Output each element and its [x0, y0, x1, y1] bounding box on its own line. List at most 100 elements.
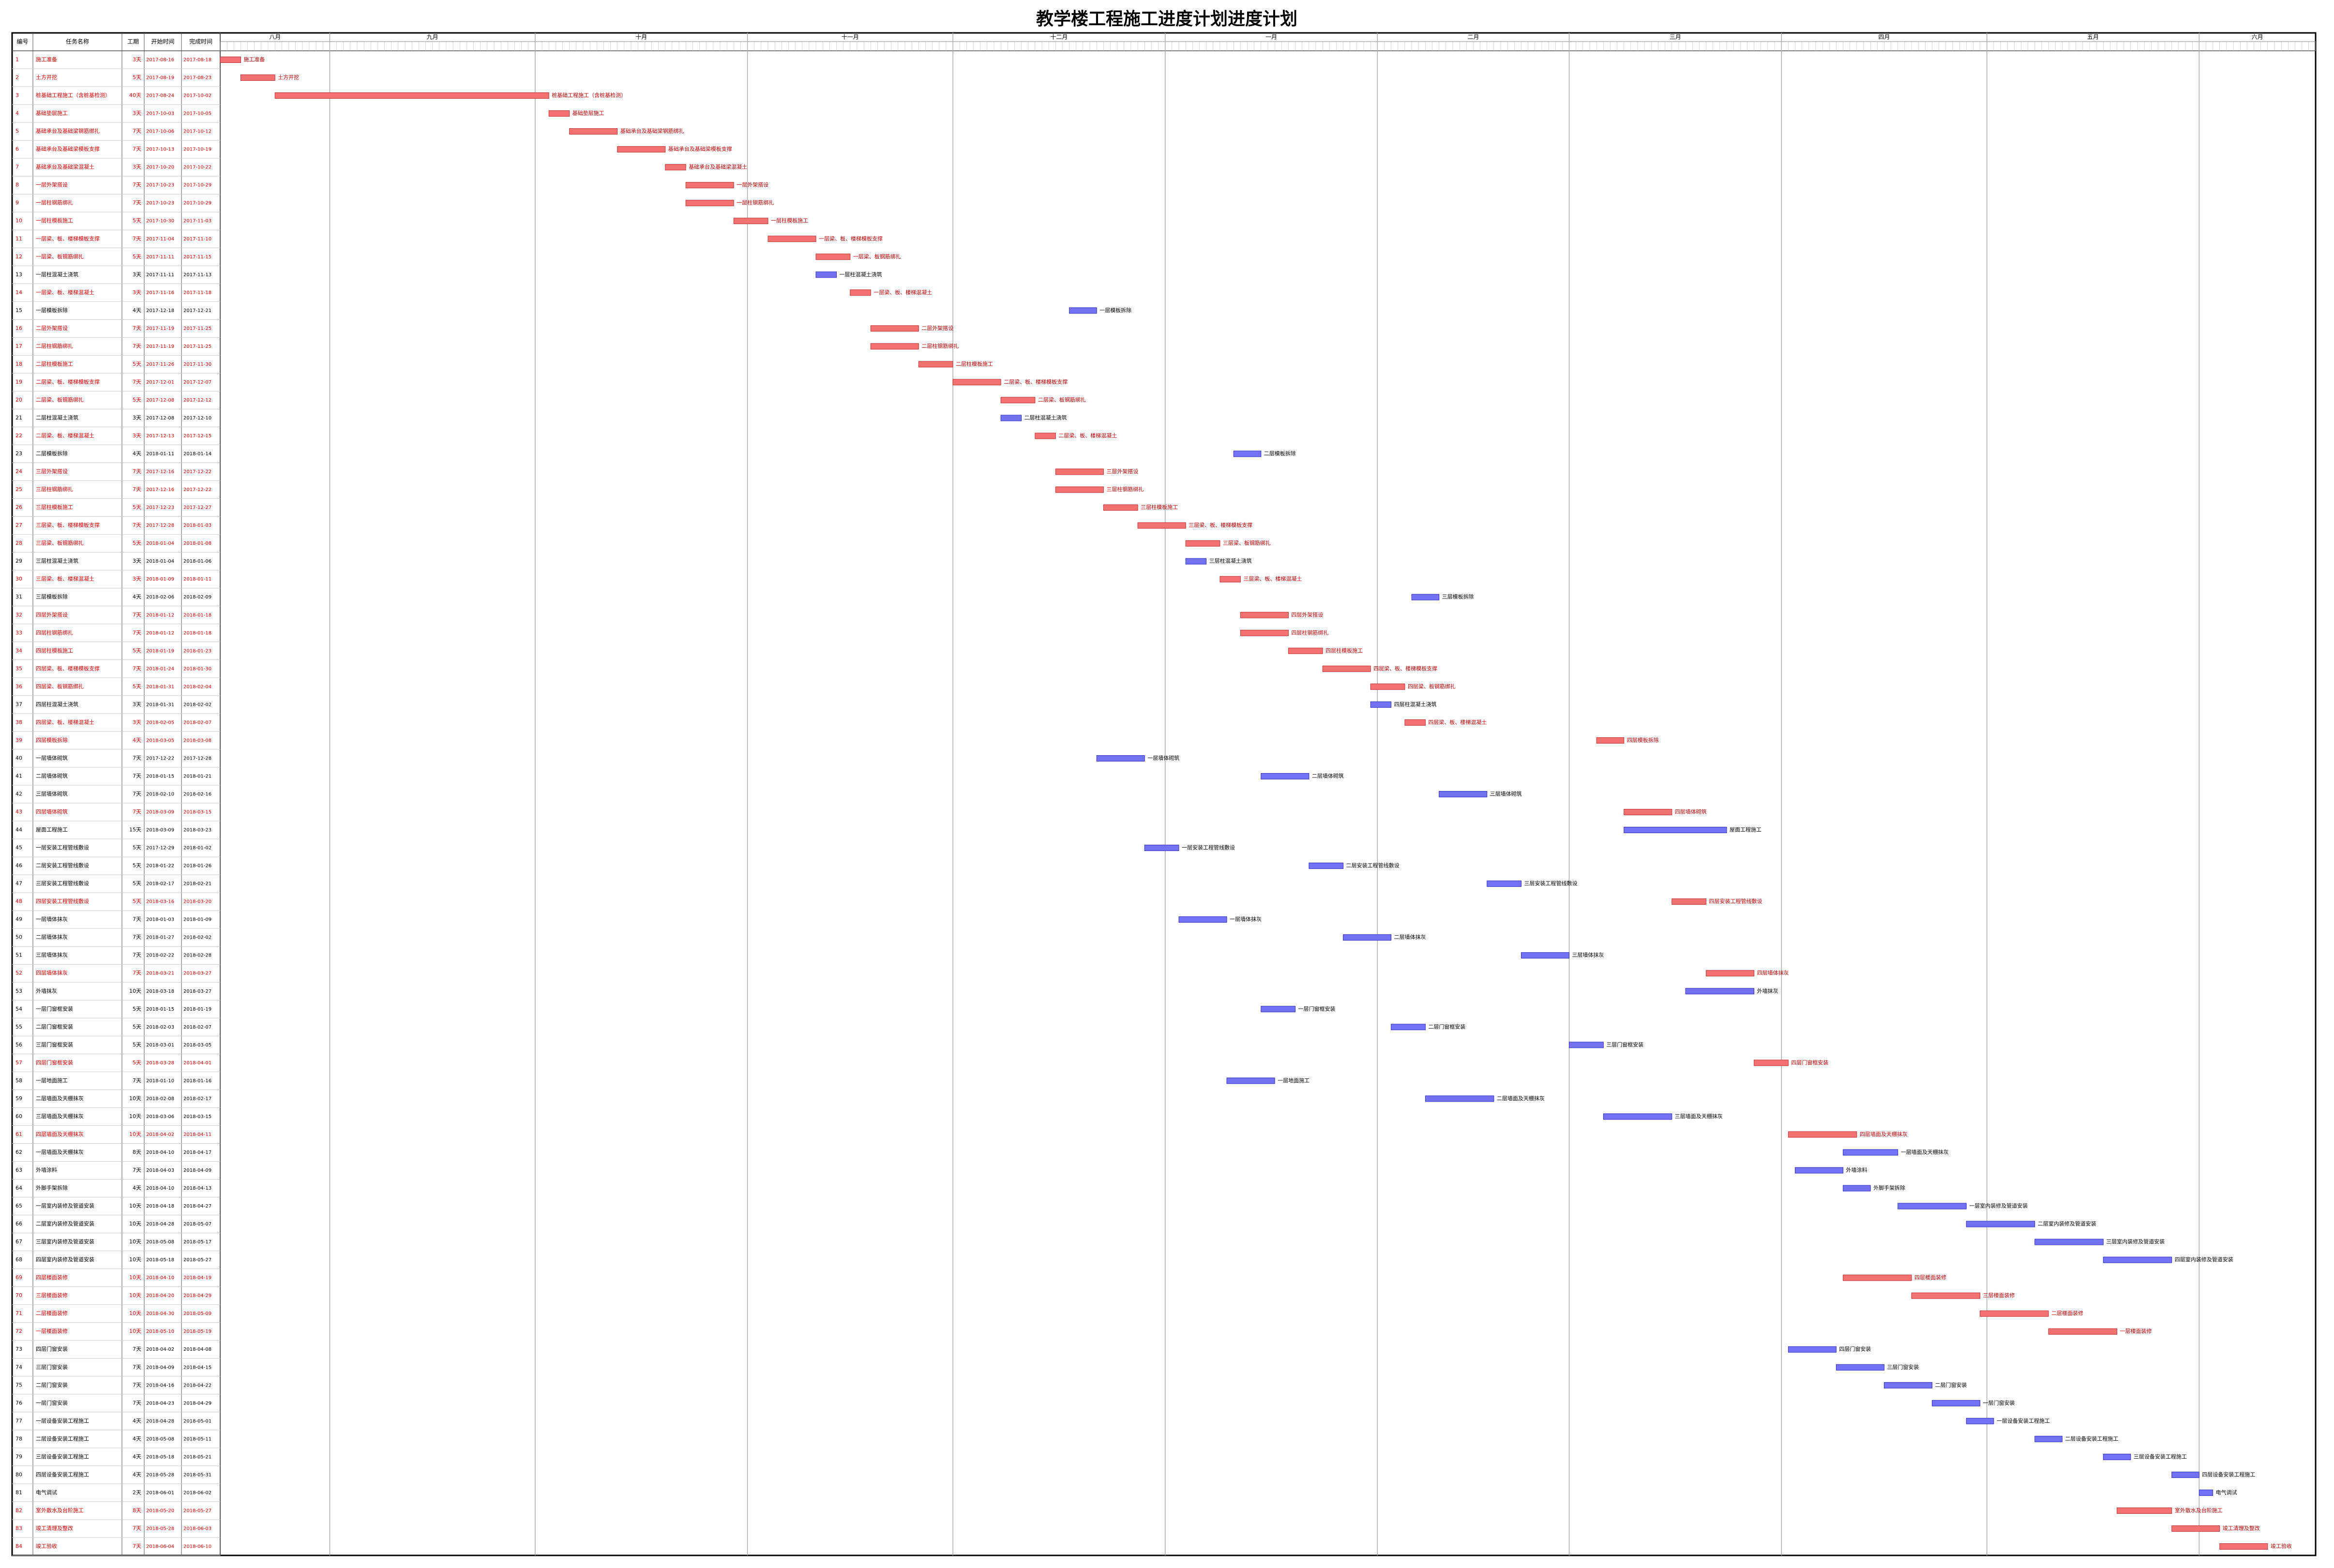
task-id: 35	[15, 665, 22, 672]
task-name: 四层柱钢筋绑扎	[36, 629, 73, 636]
task-id: 26	[15, 504, 22, 510]
task-finish: 2018-04-27	[183, 1204, 211, 1209]
task-id: 39	[15, 737, 22, 743]
task-id: 83	[15, 1525, 22, 1531]
task-name: 四层模板拆除	[36, 736, 68, 743]
task-id: 45	[15, 845, 22, 851]
task-duration: 5天	[133, 863, 141, 869]
bar-label: 一层室内装修及管道安装	[1969, 1202, 2028, 1209]
task-id: 9	[15, 200, 19, 206]
task-id: 34	[15, 647, 22, 654]
task-name: 一层梁、板、楼梯模板支撑	[36, 235, 100, 242]
task-finish: 2017-12-21	[183, 308, 211, 314]
task-id: 64	[15, 1185, 22, 1191]
task-bar	[2103, 1256, 2172, 1263]
task-name: 一层梁、板钢筋绑扎	[36, 253, 84, 260]
task-duration: 7天	[133, 486, 141, 493]
task-duration: 7天	[133, 1382, 141, 1388]
task-name: 一层墙面及天棚抹灰	[36, 1149, 84, 1155]
task-start: 2018-02-03	[146, 1025, 174, 1030]
task-duration: 3天	[133, 289, 141, 296]
task-finish: 2018-01-08	[183, 541, 211, 546]
bar-label: 外墙抹灰	[1757, 987, 1778, 994]
task-duration: 7天	[133, 468, 141, 475]
bar-label: 四层设备安装工程施工	[2202, 1471, 2255, 1478]
task-start: 2018-02-06	[146, 595, 174, 600]
task-finish: 2018-05-07	[183, 1222, 211, 1227]
task-finish: 2018-01-16	[183, 1078, 211, 1084]
task-start: 2018-04-18	[146, 1204, 174, 1209]
task-finish: 2017-11-03	[183, 219, 211, 224]
task-start: 2018-03-16	[146, 899, 174, 905]
bar-label: 一层墙体砌筑	[1147, 754, 1179, 761]
task-bar	[2034, 1435, 2063, 1442]
task-name: 二层柱混凝土浇筑	[36, 414, 78, 421]
bar-label: 二层墙面及天棚抹灰	[1497, 1095, 1545, 1102]
task-finish: 2017-11-15	[183, 254, 211, 260]
bar-label: 四层外架搭设	[1291, 612, 1323, 618]
task-finish: 2018-06-02	[183, 1490, 211, 1495]
task-finish: 2018-01-11	[183, 577, 211, 582]
task-name: 竣工清理及整改	[36, 1524, 73, 1531]
task-start: 2018-01-22	[146, 864, 174, 869]
task-start: 2017-08-16	[146, 58, 174, 63]
task-start: 2018-04-10	[146, 1275, 174, 1281]
task-duration: 10天	[129, 1328, 141, 1334]
task-start: 2018-04-10	[146, 1150, 174, 1155]
task-id: 67	[15, 1239, 22, 1245]
task-finish: 2018-06-10	[183, 1544, 211, 1549]
task-name: 三层墙体抹灰	[36, 952, 68, 958]
bar-label: 外脚手架拆除	[1873, 1184, 1905, 1191]
task-id: 72	[15, 1328, 22, 1334]
task-start: 2017-10-23	[146, 201, 174, 206]
task-id: 82	[15, 1507, 22, 1513]
bar-label: 四层柱模板施工	[1325, 647, 1363, 654]
bar-label: 三层梁、板钢筋绑扎	[1223, 539, 1271, 546]
task-id: 59	[15, 1095, 22, 1102]
bar-label: 三层墙体砌筑	[1490, 790, 1522, 797]
task-bar	[1343, 934, 1392, 941]
task-name: 三层墙体砌筑	[36, 790, 68, 797]
task-start: 2017-10-30	[146, 219, 174, 224]
task-name: 三层安装工程管线敷设	[36, 880, 89, 887]
bar-label: 三层柱混凝土浇筑	[1209, 557, 1252, 564]
task-start: 2017-12-13	[146, 433, 174, 439]
task-id: 12	[15, 254, 22, 260]
task-name: 四层安装工程管线敷设	[36, 898, 89, 905]
task-duration: 10天	[129, 1292, 141, 1299]
task-bar	[2198, 1489, 2214, 1496]
task-name: 四层楼面装修	[36, 1274, 68, 1281]
task-start: 2018-01-12	[146, 612, 174, 618]
task-start: 2018-03-05	[146, 738, 174, 743]
task-start: 2018-04-28	[146, 1419, 174, 1424]
task-finish: 2018-03-05	[183, 1043, 211, 1048]
bar-label: 一层梁、板、楼梯模板支撑	[819, 235, 883, 242]
task-id: 18	[15, 361, 22, 367]
task-finish: 2018-01-18	[183, 612, 211, 618]
task-finish: 2018-03-20	[183, 899, 211, 905]
task-id: 37	[15, 701, 22, 707]
bar-label: 四层安装工程管线敷设	[1709, 898, 1762, 905]
task-name: 三层门窗安装	[36, 1363, 68, 1370]
bar-label: 三层外架搭设	[1106, 468, 1138, 475]
task-duration: 3天	[133, 433, 141, 439]
task-duration: 40天	[129, 92, 141, 99]
task-name: 二层墙面及天棚抹灰	[36, 1095, 84, 1102]
task-name: 基础承台及基础梁混凝土	[36, 164, 94, 170]
bar-label: 三层梁、板、楼梯混凝土	[1243, 575, 1302, 582]
task-finish: 2018-04-22	[183, 1383, 211, 1388]
task-finish: 2018-04-11	[183, 1132, 211, 1137]
task-bar	[1836, 1364, 1884, 1371]
bar-label: 室外散水及台阶施工	[2175, 1507, 2223, 1513]
task-duration: 5天	[133, 881, 141, 887]
bar-label: 一层门窗框安装	[1298, 1005, 1336, 1012]
task-id: 56	[15, 1042, 22, 1048]
task-id: 32	[15, 612, 22, 618]
task-bar	[768, 236, 816, 242]
task-bar	[1103, 504, 1138, 511]
task-bar	[1843, 1274, 1912, 1281]
task-id: 58	[15, 1077, 22, 1084]
task-id: 23	[15, 450, 22, 457]
task-duration: 5天	[133, 898, 141, 905]
